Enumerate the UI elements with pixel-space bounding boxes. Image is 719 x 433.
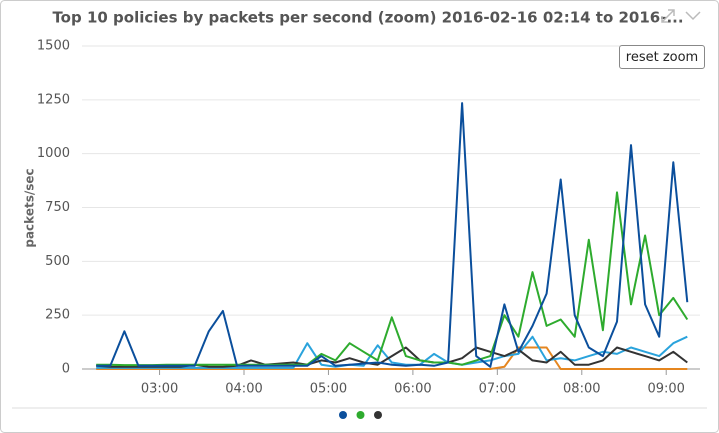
x-tick-label: 03:00 [141,382,178,397]
legend-dot[interactable] [374,411,382,419]
x-tick-label: 09:00 [647,382,684,397]
series-line [96,346,688,370]
y-tick-label: 500 [45,254,70,269]
chart-title: Top 10 policies by packets per second (z… [52,9,683,27]
y-tick-label: 1000 [37,146,70,161]
y-tick-label: 0 [62,362,70,377]
series-line [96,102,689,368]
reset-zoom-button[interactable]: reset zoom [619,45,705,69]
legend-dot[interactable] [356,411,365,419]
y-axis-label: packets/sec [23,168,37,247]
x-tick-label: 05:00 [310,382,347,397]
series-line [96,335,688,369]
collapse-icon[interactable] [685,11,701,21]
y-tick-label: 1250 [37,92,70,107]
legend-dot[interactable] [339,411,347,419]
expand-icon[interactable] [661,9,675,23]
x-tick-label: 08:00 [563,382,600,397]
x-tick-label: 06:00 [394,382,431,397]
y-tick-label: 250 [45,308,70,323]
x-tick-label: 04:00 [225,382,262,397]
y-tick-label: 750 [45,200,70,215]
x-tick-label: 07:00 [479,382,516,397]
y-tick-label: 1500 [37,39,70,54]
